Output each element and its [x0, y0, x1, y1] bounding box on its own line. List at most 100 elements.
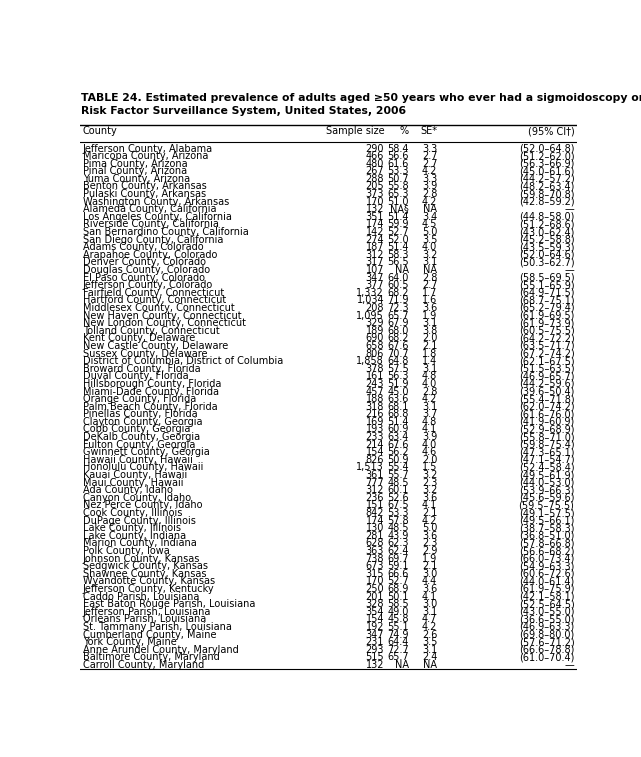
Text: 68.2: 68.2 — [388, 288, 409, 298]
Text: 267: 267 — [365, 167, 384, 176]
Text: County: County — [83, 126, 117, 136]
Text: 3.5: 3.5 — [422, 637, 437, 647]
Text: 4.2: 4.2 — [422, 167, 437, 176]
Text: (48.2–63.4): (48.2–63.4) — [519, 182, 574, 192]
Text: 50.1: 50.1 — [388, 591, 409, 602]
Text: Tolland County, Connecticut: Tolland County, Connecticut — [83, 326, 219, 336]
Text: San Bernardino County, California: San Bernardino County, California — [83, 227, 248, 237]
Text: 5.0: 5.0 — [422, 523, 437, 533]
Text: 154: 154 — [365, 447, 384, 457]
Text: San Diego County, California: San Diego County, California — [83, 235, 223, 245]
Text: (46.9–65.7): (46.9–65.7) — [519, 372, 574, 382]
Text: Alameda County, California: Alameda County, California — [83, 204, 216, 214]
Text: (60.6–72.6): (60.6–72.6) — [519, 569, 574, 579]
Text: Polk County, Iowa: Polk County, Iowa — [83, 546, 169, 556]
Text: 2.9: 2.9 — [422, 546, 437, 556]
Text: 777: 777 — [365, 478, 384, 488]
Text: (59.8–75.4): (59.8–75.4) — [519, 440, 574, 450]
Text: (69.8–80.0): (69.8–80.0) — [519, 630, 574, 640]
Text: 132: 132 — [365, 204, 384, 214]
Text: 68.0: 68.0 — [388, 326, 409, 336]
Text: 658: 658 — [365, 341, 384, 351]
Text: 193: 193 — [366, 425, 384, 435]
Text: 192: 192 — [365, 622, 384, 632]
Text: 3.3: 3.3 — [422, 144, 437, 154]
Text: (61.9–69.5): (61.9–69.5) — [519, 310, 574, 320]
Text: 65.7: 65.7 — [387, 653, 409, 662]
Text: Middlesex County, Connecticut: Middlesex County, Connecticut — [83, 303, 235, 313]
Text: (52.0–64.8): (52.0–64.8) — [519, 144, 574, 154]
Text: 130: 130 — [366, 523, 384, 533]
Text: 2.6: 2.6 — [422, 630, 437, 640]
Text: (64.2–72.2): (64.2–72.2) — [519, 333, 574, 344]
Text: 515: 515 — [365, 653, 384, 662]
Text: Cook County, Illinois: Cook County, Illinois — [83, 508, 182, 518]
Text: 3.6: 3.6 — [422, 303, 437, 313]
Text: (41.9–60.9): (41.9–60.9) — [519, 417, 574, 427]
Text: 1,858: 1,858 — [356, 356, 384, 366]
Text: 4.1: 4.1 — [422, 591, 437, 602]
Text: (38.7–58.3): (38.7–58.3) — [519, 523, 574, 533]
Text: 2.0: 2.0 — [422, 455, 437, 465]
Text: 68.1: 68.1 — [388, 402, 409, 412]
Text: 56.5: 56.5 — [387, 257, 409, 267]
Text: 3.5: 3.5 — [422, 235, 437, 245]
Text: St. Tammany Parish, Louisiana: St. Tammany Parish, Louisiana — [83, 622, 231, 632]
Text: (57.8–66.8): (57.8–66.8) — [519, 538, 574, 548]
Text: Orange County, Florida: Orange County, Florida — [83, 394, 196, 404]
Text: (62.0–74.2): (62.0–74.2) — [519, 402, 574, 412]
Text: Pulaski County, Arkansas: Pulaski County, Arkansas — [83, 189, 206, 199]
Text: 317: 317 — [365, 257, 384, 267]
Text: (67.2–74.2): (67.2–74.2) — [519, 348, 574, 359]
Text: 2.7: 2.7 — [422, 159, 437, 169]
Text: (36.8–51.0): (36.8–51.0) — [519, 531, 574, 540]
Text: Risk Factor Surveillance System, United States, 2006: Risk Factor Surveillance System, United … — [81, 106, 406, 116]
Text: 4.8: 4.8 — [422, 417, 437, 427]
Text: (51.2–68.6): (51.2–68.6) — [519, 220, 574, 229]
Text: (55.4–71.8): (55.4–71.8) — [519, 394, 574, 404]
Text: Palm Beach County, Florida: Palm Beach County, Florida — [83, 402, 217, 412]
Text: 233: 233 — [365, 432, 384, 442]
Text: 55.1: 55.1 — [387, 622, 409, 632]
Text: Marion County, Indiana: Marion County, Indiana — [83, 538, 196, 548]
Text: 2.7: 2.7 — [422, 151, 437, 161]
Text: 457: 457 — [365, 387, 384, 397]
Text: DeKalb County, Georgia: DeKalb County, Georgia — [83, 432, 200, 442]
Text: 1.9: 1.9 — [422, 310, 437, 320]
Text: 2.1: 2.1 — [422, 561, 437, 572]
Text: (51.2–62.0): (51.2–62.0) — [519, 151, 574, 161]
Text: 170: 170 — [365, 197, 384, 207]
Text: Miami-Dade County, Florida: Miami-Dade County, Florida — [83, 387, 219, 397]
Text: (36.6–55.0): (36.6–55.0) — [519, 615, 574, 625]
Text: (50.3–62.7): (50.3–62.7) — [519, 257, 574, 267]
Text: 48.5: 48.5 — [388, 523, 409, 533]
Text: (39.6–50.4): (39.6–50.4) — [519, 387, 574, 397]
Text: 354: 354 — [365, 607, 384, 617]
Text: 188: 188 — [366, 394, 384, 404]
Text: 205: 205 — [365, 182, 384, 192]
Text: 281: 281 — [365, 531, 384, 540]
Text: (49.1–57.5): (49.1–57.5) — [519, 508, 574, 518]
Text: Fulton County, Georgia: Fulton County, Georgia — [83, 440, 195, 450]
Text: Caddo Parish, Louisiana: Caddo Parish, Louisiana — [83, 591, 199, 602]
Text: 328: 328 — [365, 600, 384, 609]
Text: Yuma County, Arizona: Yuma County, Arizona — [83, 174, 190, 184]
Text: York County, Maine: York County, Maine — [83, 637, 176, 647]
Text: 64.0: 64.0 — [388, 273, 409, 282]
Text: 48.5: 48.5 — [388, 478, 409, 488]
Text: 57.5: 57.5 — [387, 364, 409, 374]
Text: Sussex County, Delaware: Sussex County, Delaware — [83, 348, 207, 359]
Text: (44.2–59.6): (44.2–59.6) — [519, 379, 574, 389]
Text: Cobb County, Georgia: Cobb County, Georgia — [83, 425, 190, 435]
Text: (49.5–66.1): (49.5–66.1) — [519, 516, 574, 525]
Text: Carroll County, Maryland: Carroll County, Maryland — [83, 660, 204, 670]
Text: 65.3: 65.3 — [388, 189, 409, 199]
Text: 4.1: 4.1 — [422, 425, 437, 435]
Text: 3.2: 3.2 — [422, 485, 437, 495]
Text: 187: 187 — [365, 242, 384, 252]
Text: 4.7: 4.7 — [422, 615, 437, 625]
Text: Jefferson Parish, Louisiana: Jefferson Parish, Louisiana — [83, 607, 211, 617]
Text: 4.1: 4.1 — [422, 500, 437, 510]
Text: 3.2: 3.2 — [422, 470, 437, 480]
Text: (66.0–73.4): (66.0–73.4) — [519, 553, 574, 564]
